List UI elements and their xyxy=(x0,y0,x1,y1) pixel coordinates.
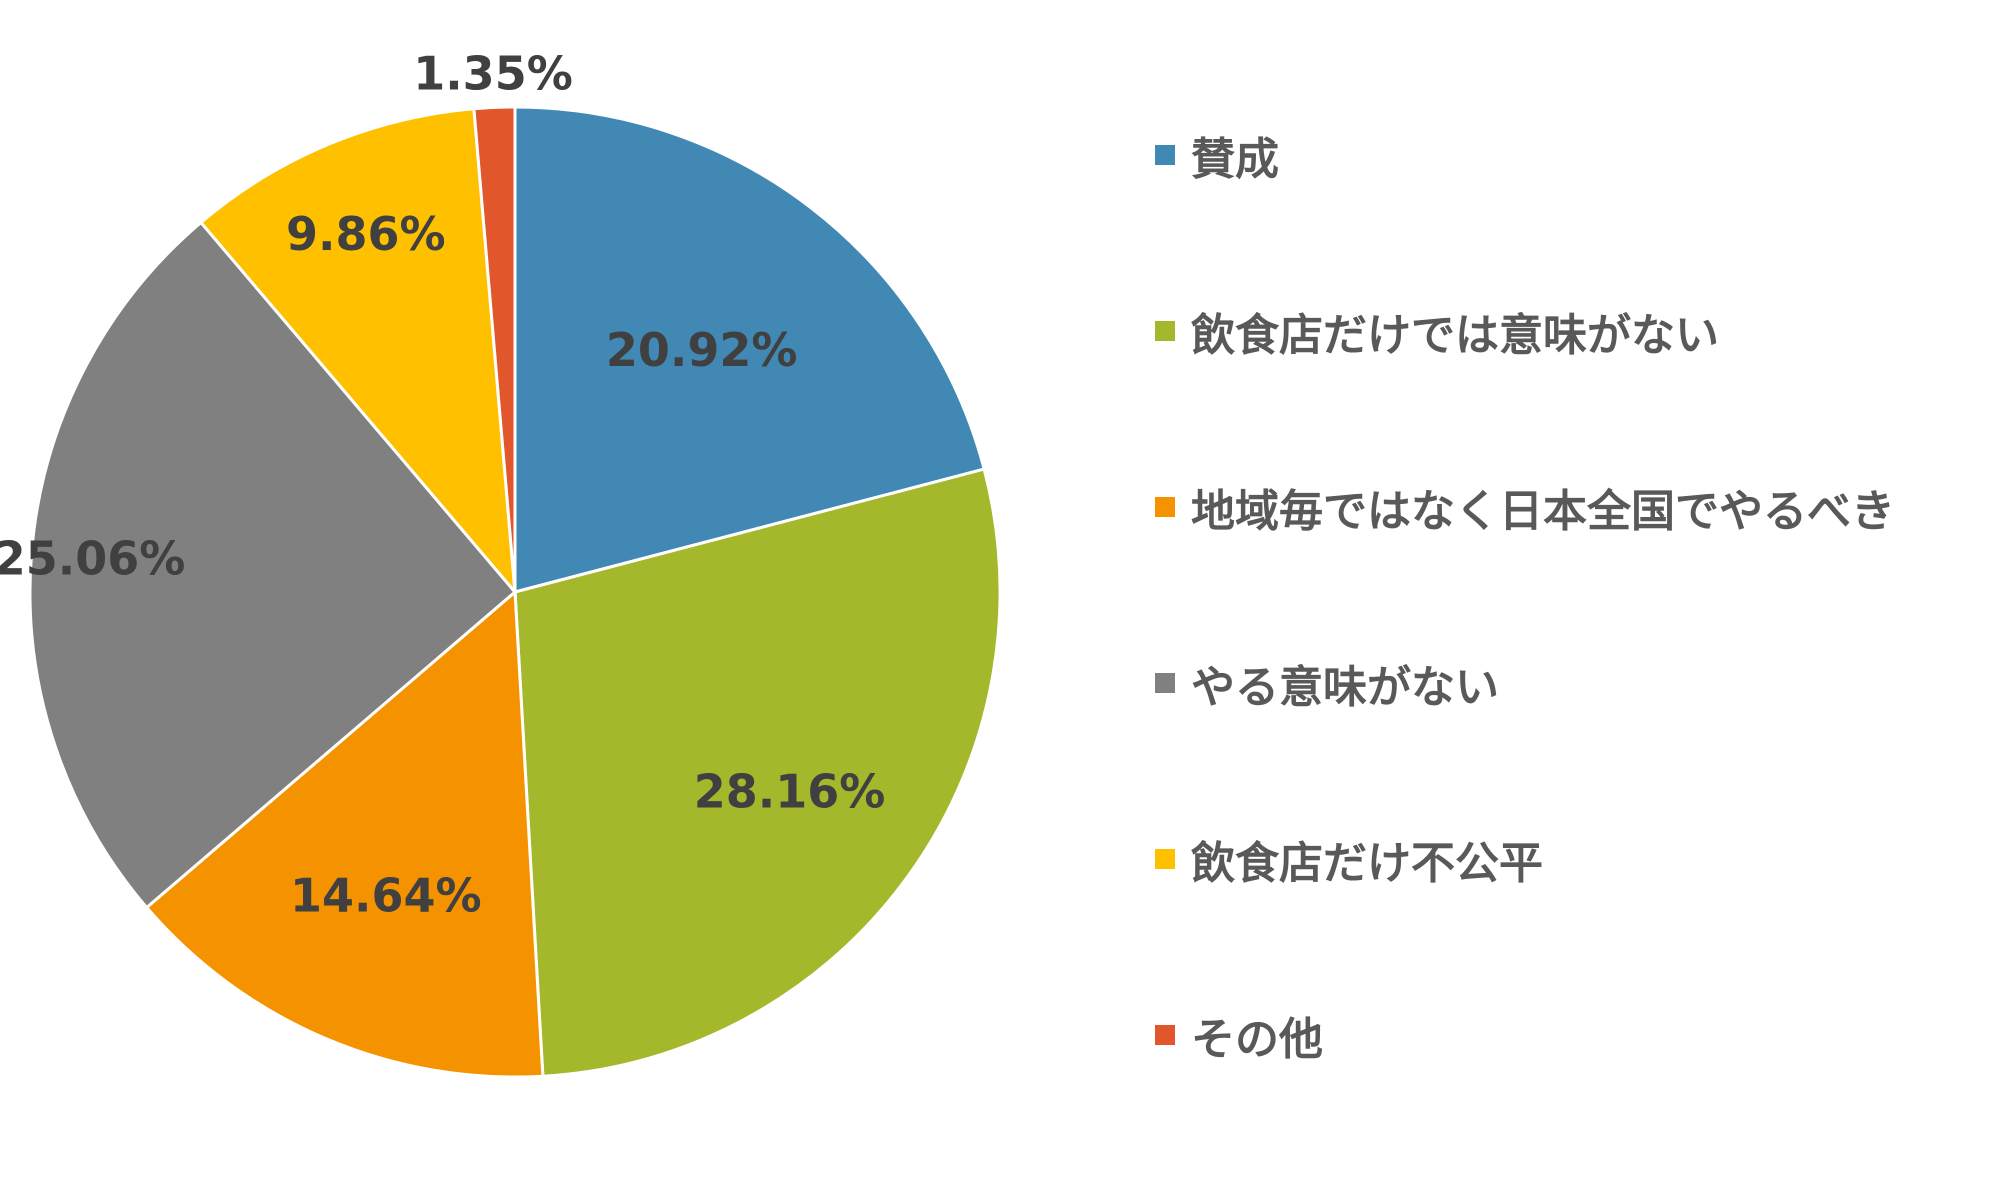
pie-slice-4 xyxy=(198,107,517,597)
pie-slice-5 xyxy=(472,105,517,593)
data-label-4: 9.86% xyxy=(286,207,446,261)
legend-swatch-5 xyxy=(1155,1025,1175,1045)
legend-label-5: その他 xyxy=(1191,1014,1323,1065)
legend-label-1: 飲食店だけでは意味がない xyxy=(1191,310,1719,361)
legend-label-0: 賛成 xyxy=(1191,134,1279,185)
legend-swatch-4 xyxy=(1155,849,1175,869)
legend: 賛成 飲食店だけでは意味がない 地域毎ではなく日本全国でやるべき やる意味がない… xyxy=(1155,125,1995,1181)
legend-swatch-2 xyxy=(1155,497,1175,517)
data-label-3: 25.06% xyxy=(0,531,185,585)
pie-slice-1 xyxy=(513,467,1002,1078)
legend-item-3: やる意味がない xyxy=(1155,653,1995,713)
legend-label-3: やる意味がない xyxy=(1191,662,1499,713)
data-label-1: 28.16% xyxy=(694,765,886,819)
pie-slice-3 xyxy=(28,220,518,910)
pie-slice-0 xyxy=(513,105,986,594)
legend-label-2: 地域毎ではなく日本全国でやるべき xyxy=(1191,486,1895,537)
data-label-2: 14.64% xyxy=(290,868,482,922)
legend-swatch-3 xyxy=(1155,673,1175,693)
pie-data-labels: 20.92% 28.16% 14.64% 25.06% 9.86% 1.35% xyxy=(0,47,885,923)
legend-item-1: 飲食店だけでは意味がない xyxy=(1155,301,1995,361)
legend-item-4: 飲食店だけ不公平 xyxy=(1155,829,1995,889)
legend-swatch-1 xyxy=(1155,321,1175,341)
legend-item-5: その他 xyxy=(1155,1005,1995,1065)
data-label-5: 1.35% xyxy=(413,47,573,101)
legend-swatch-0 xyxy=(1155,145,1175,165)
legend-item-2: 地域毎ではなく日本全国でやるべき xyxy=(1155,477,1995,537)
data-label-0: 20.92% xyxy=(606,323,798,377)
legend-item-0: 賛成 xyxy=(1155,125,1995,185)
pie-chart: 20.92% 28.16% 14.64% 25.06% 9.86% 1.35% xyxy=(0,47,1002,1079)
legend-label-4: 飲食店だけ不公平 xyxy=(1191,838,1543,889)
pie-slice-2 xyxy=(144,588,545,1079)
pie-slices xyxy=(28,105,1002,1079)
